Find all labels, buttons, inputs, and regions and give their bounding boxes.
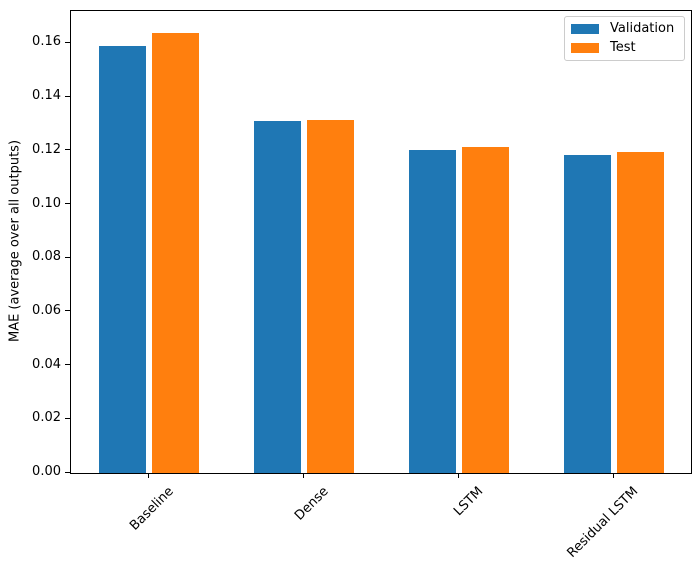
- y-tick-mark: [65, 203, 70, 205]
- x-tick-mark: [147, 473, 149, 478]
- bar-test-dense: [306, 120, 354, 473]
- y-tick-label: 0.02: [32, 410, 61, 426]
- y-tick-label: 0.14: [32, 88, 61, 104]
- legend: Validation Test: [564, 16, 685, 61]
- plot-area: [70, 10, 692, 474]
- y-tick-mark: [65, 310, 70, 312]
- legend-entry-test: Test: [571, 40, 684, 56]
- legend-label-validation: Validation: [610, 21, 675, 36]
- legend-swatch-validation-icon: [571, 24, 599, 34]
- x-tick-label-residual-lstm: Residual LSTM: [564, 484, 642, 561]
- bar-test-lstm: [461, 146, 509, 473]
- y-tick-mark: [65, 149, 70, 151]
- legend-label-test: Test: [610, 40, 636, 55]
- y-tick-mark: [65, 417, 70, 419]
- y-tick-mark: [65, 95, 70, 97]
- y-tick-label: 0.00: [32, 464, 61, 479]
- legend-entry-validation: Validation: [571, 21, 684, 37]
- bar-validation-baseline: [99, 46, 147, 473]
- bar-validation-residual-lstm: [564, 154, 612, 473]
- bar-test-baseline: [151, 32, 199, 473]
- y-tick-label: 0.04: [32, 356, 61, 372]
- y-tick-label: 0.10: [32, 195, 61, 211]
- legend-swatch-test-icon: [571, 43, 599, 53]
- x-tick-mark: [457, 473, 459, 478]
- y-tick-mark: [65, 41, 70, 43]
- x-tick-label-dense: Dense: [291, 484, 332, 524]
- y-tick-label: 0.12: [32, 141, 61, 157]
- x-tick-mark: [612, 473, 614, 478]
- x-tick-label-baseline: Baseline: [127, 484, 177, 534]
- y-tick-label: 0.08: [32, 249, 61, 265]
- x-tick-mark: [302, 473, 304, 478]
- y-tick-mark: [65, 364, 70, 366]
- y-tick-label: 0.06: [32, 302, 61, 318]
- y-tick-label: 0.16: [32, 34, 61, 50]
- bar-test-residual-lstm: [616, 152, 664, 473]
- x-tick-label-lstm: LSTM: [451, 484, 487, 520]
- bar-validation-lstm: [409, 149, 457, 473]
- y-tick-mark: [65, 471, 70, 473]
- y-tick-mark: [65, 256, 70, 258]
- bar-validation-dense: [254, 121, 302, 473]
